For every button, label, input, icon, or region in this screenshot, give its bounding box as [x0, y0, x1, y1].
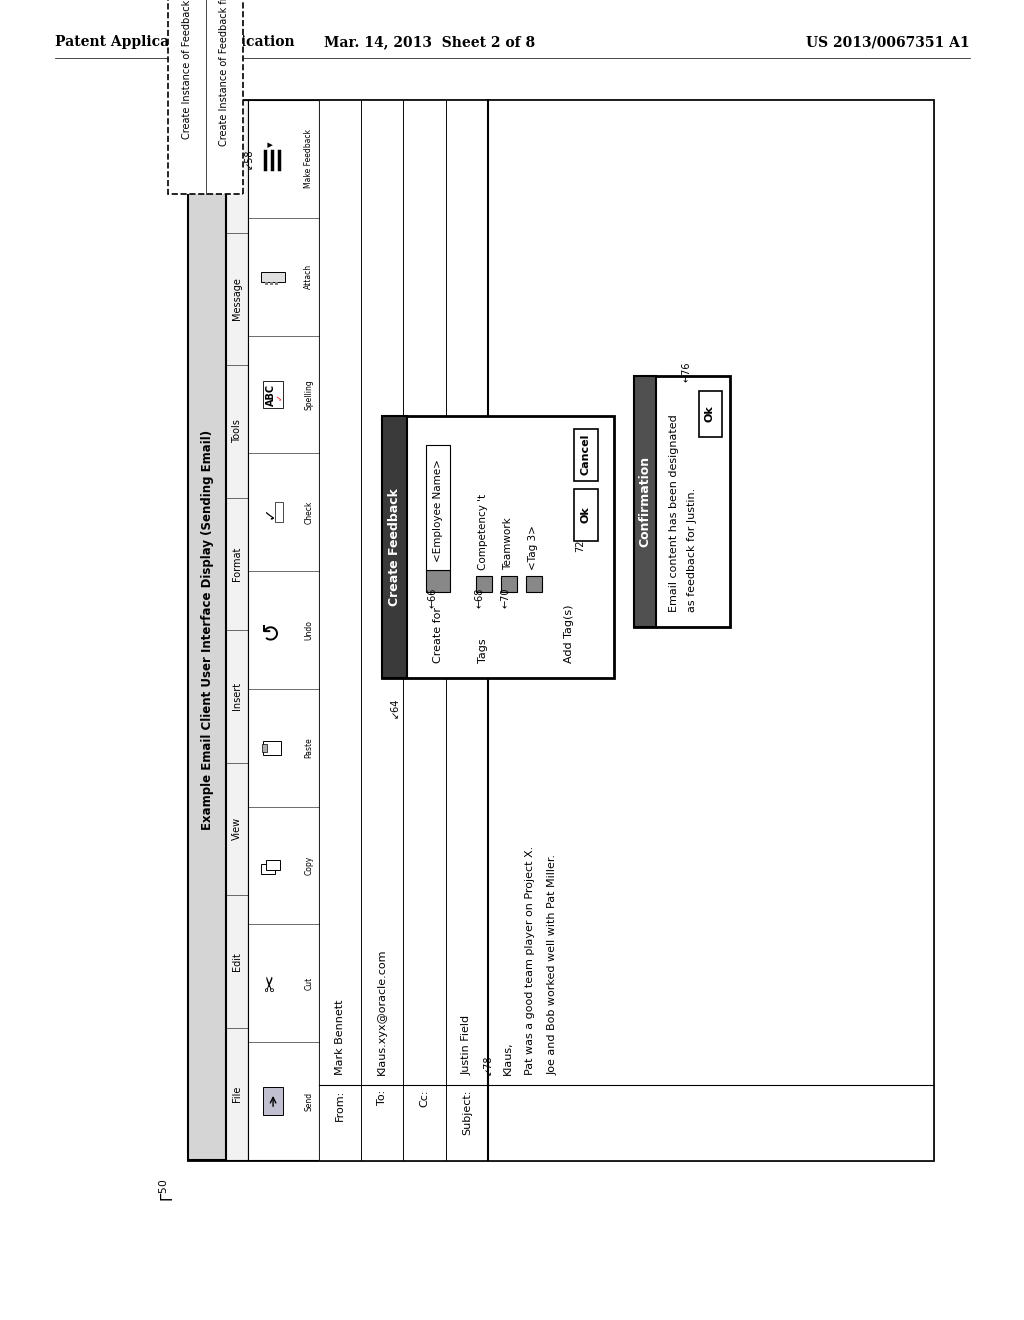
Polygon shape [168, 0, 244, 194]
Polygon shape [188, 100, 226, 1160]
Text: Cc:: Cc: [420, 1090, 430, 1107]
Text: Patent Application Publication: Patent Application Publication [55, 36, 295, 49]
Text: Message: Message [232, 277, 243, 321]
Text: ▾: ▾ [266, 141, 276, 147]
Text: $\Gamma^{50}$: $\Gamma^{50}$ [159, 1179, 177, 1203]
Text: Email content has been designated: Email content has been designated [670, 414, 679, 612]
Text: ↙64: ↙64 [390, 698, 400, 718]
Text: Ok: Ok [705, 405, 715, 422]
Text: Pat was a good team player on Project X.: Pat was a good team player on Project X. [525, 845, 536, 1074]
Polygon shape [262, 743, 267, 752]
Text: Make Feedback: Make Feedback [304, 129, 313, 189]
Polygon shape [261, 272, 285, 281]
Text: Confirmation: Confirmation [639, 457, 651, 548]
Text: Add Tag(s): Add Tag(s) [563, 605, 573, 663]
Polygon shape [261, 863, 275, 874]
Text: ←66: ←66 [428, 587, 437, 607]
Text: US 2013/0067351 A1: US 2013/0067351 A1 [806, 36, 970, 49]
Polygon shape [476, 577, 493, 593]
Text: Tags: Tags [478, 638, 488, 663]
Text: Create Instance of Feedback from: Create Instance of Feedback from [219, 0, 229, 147]
Text: Create Instance of Feedback....: Create Instance of Feedback.... [181, 0, 191, 139]
Text: Example Email Client User Interface Display (Sending Email): Example Email Client User Interface Disp… [201, 430, 214, 830]
Text: ✂: ✂ [261, 974, 281, 993]
Text: <Employee Name>: <Employee Name> [433, 459, 442, 562]
Polygon shape [382, 417, 613, 677]
Text: <Tag 3>: <Tag 3> [528, 525, 539, 570]
Text: Cancel: Cancel [581, 434, 591, 475]
Polygon shape [526, 577, 543, 593]
Polygon shape [265, 281, 268, 285]
Text: ←76: ←76 [682, 362, 692, 381]
Polygon shape [488, 100, 933, 1160]
Text: Klaus,: Klaus, [503, 1041, 513, 1074]
Text: ←54: ←54 [208, 124, 218, 144]
Text: Klaus.xyx@oracle.com: Klaus.xyx@oracle.com [377, 948, 387, 1074]
Polygon shape [188, 100, 933, 1160]
Text: Justin Field: Justin Field [462, 1015, 472, 1074]
Text: View: View [232, 817, 243, 841]
Polygon shape [634, 376, 730, 627]
Text: Check: Check [304, 500, 313, 524]
Text: Undo: Undo [304, 620, 313, 640]
Polygon shape [426, 445, 450, 570]
Text: Subject:: Subject: [462, 1090, 472, 1135]
Text: Copy: Copy [304, 855, 313, 875]
Text: Spelling: Spelling [304, 379, 313, 409]
Polygon shape [263, 1088, 284, 1115]
Text: To:: To: [377, 1090, 387, 1105]
Text: ←68: ←68 [475, 587, 485, 607]
Polygon shape [426, 570, 450, 593]
Text: 72: 72 [575, 540, 586, 552]
Polygon shape [445, 100, 488, 1160]
Text: ←70: ←70 [500, 587, 510, 607]
Polygon shape [501, 577, 517, 593]
Text: ↙56: ↙56 [228, 114, 239, 133]
Text: Competency 't: Competency 't [478, 494, 488, 570]
Text: Joe and Bob worked well with Pat Miller.: Joe and Bob worked well with Pat Miller. [548, 854, 557, 1074]
Text: Mar. 14, 2013  Sheet 2 of 8: Mar. 14, 2013 Sheet 2 of 8 [325, 36, 536, 49]
Text: ↙78: ↙78 [483, 1055, 493, 1074]
Polygon shape [270, 281, 273, 285]
Polygon shape [249, 100, 318, 1160]
Text: Tools: Tools [232, 420, 243, 444]
Polygon shape [699, 391, 722, 437]
Text: Insert: Insert [232, 682, 243, 710]
Text: Paste: Paste [304, 738, 313, 758]
Polygon shape [226, 100, 249, 1160]
Text: Format: Format [232, 546, 243, 581]
Polygon shape [361, 100, 403, 1160]
Text: Edit: Edit [232, 952, 243, 970]
Text: Send: Send [304, 1092, 313, 1110]
Text: Attach: Attach [304, 264, 313, 289]
Text: Create Feedback: Create Feedback [388, 488, 401, 606]
Polygon shape [266, 859, 281, 870]
Polygon shape [263, 381, 284, 408]
Text: Cut: Cut [304, 977, 313, 990]
Text: Mark Bennett: Mark Bennett [335, 999, 345, 1074]
Text: ↺: ↺ [259, 620, 283, 640]
Polygon shape [263, 741, 282, 755]
Text: ←52: ←52 [206, 150, 216, 172]
Text: ✓: ✓ [274, 393, 284, 400]
Text: Help: Help [232, 154, 243, 177]
Polygon shape [275, 502, 284, 523]
Text: FIG. 2: FIG. 2 [757, 1115, 823, 1134]
Text: as feedback for Justin.: as feedback for Justin. [687, 488, 697, 612]
Text: Create for: Create for [433, 607, 442, 663]
Polygon shape [275, 281, 279, 285]
Polygon shape [318, 100, 361, 1160]
Polygon shape [382, 417, 408, 677]
Polygon shape [573, 488, 598, 541]
Text: Ok: Ok [581, 507, 591, 523]
Text: ↙58: ↙58 [244, 148, 253, 169]
Polygon shape [403, 100, 445, 1160]
Polygon shape [573, 429, 598, 480]
Text: File: File [232, 1085, 243, 1102]
Text: ABC: ABC [266, 383, 276, 405]
Text: Teamwork: Teamwork [503, 517, 513, 570]
Polygon shape [634, 376, 656, 627]
Text: From:: From: [335, 1090, 345, 1121]
Text: ✓: ✓ [261, 506, 276, 519]
